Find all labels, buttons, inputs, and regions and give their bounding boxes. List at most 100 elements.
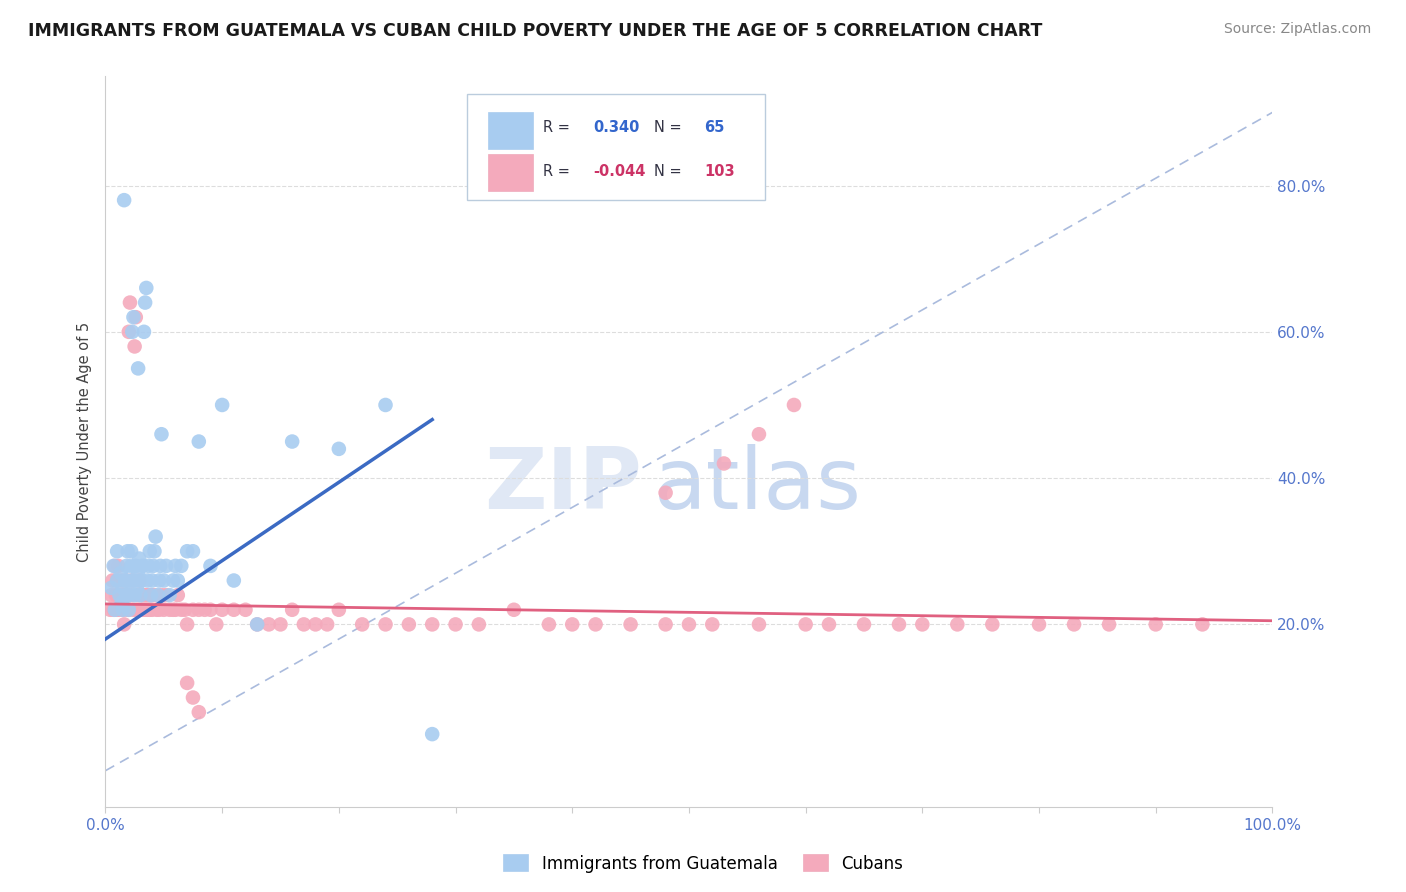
Text: 0.340: 0.340 xyxy=(593,120,640,136)
Point xyxy=(117,603,139,617)
Point xyxy=(654,617,676,632)
FancyBboxPatch shape xyxy=(467,95,765,200)
Text: N =: N = xyxy=(654,120,686,136)
Point xyxy=(502,603,524,617)
Point xyxy=(132,558,155,573)
Point xyxy=(205,617,228,632)
Point xyxy=(148,603,170,617)
Point xyxy=(316,617,339,632)
Point xyxy=(194,603,217,617)
Point xyxy=(166,574,188,588)
Text: 103: 103 xyxy=(704,164,735,179)
Point xyxy=(981,617,1004,632)
Point xyxy=(887,617,910,632)
Point xyxy=(420,617,443,632)
Point xyxy=(122,310,145,325)
Text: 65: 65 xyxy=(704,120,724,136)
Point xyxy=(136,603,159,617)
Point xyxy=(246,617,269,632)
Text: R =: R = xyxy=(543,120,575,136)
Point xyxy=(127,566,149,581)
Text: ZIP: ZIP xyxy=(485,444,643,527)
Point xyxy=(118,588,141,602)
Point xyxy=(105,574,128,588)
Point xyxy=(281,603,304,617)
Point xyxy=(818,617,841,632)
Point xyxy=(103,558,125,573)
Point xyxy=(211,603,233,617)
Point xyxy=(114,588,136,602)
Point xyxy=(176,676,198,690)
Point xyxy=(713,457,735,471)
Point xyxy=(165,603,187,617)
Point xyxy=(146,603,169,617)
Point xyxy=(111,574,134,588)
Point xyxy=(124,588,146,602)
Point xyxy=(107,558,129,573)
Point xyxy=(110,566,132,581)
Text: IMMIGRANTS FROM GUATEMALA VS CUBAN CHILD POVERTY UNDER THE AGE OF 5 CORRELATION : IMMIGRANTS FROM GUATEMALA VS CUBAN CHILD… xyxy=(28,22,1042,40)
Point xyxy=(149,558,172,573)
Point xyxy=(162,603,184,617)
Point xyxy=(155,588,177,602)
Text: N =: N = xyxy=(654,164,686,179)
Point xyxy=(111,581,134,595)
Point xyxy=(115,574,138,588)
Point xyxy=(150,588,173,602)
Point xyxy=(159,588,181,602)
Point xyxy=(103,603,125,617)
Point xyxy=(108,588,131,602)
Point xyxy=(702,617,724,632)
Point xyxy=(187,705,209,719)
Point xyxy=(139,588,162,602)
Point xyxy=(187,603,209,617)
Point xyxy=(1144,617,1167,632)
Point xyxy=(129,588,152,602)
Point xyxy=(111,588,134,602)
Point xyxy=(105,603,128,617)
Point xyxy=(170,558,193,573)
Point xyxy=(143,588,166,602)
Legend: Immigrants from Guatemala, Cubans: Immigrants from Guatemala, Cubans xyxy=(496,847,910,880)
Point xyxy=(162,574,184,588)
Point xyxy=(121,325,143,339)
Point xyxy=(246,617,269,632)
Point xyxy=(141,574,163,588)
Point xyxy=(135,281,157,295)
Point xyxy=(1028,617,1050,632)
Text: atlas: atlas xyxy=(654,444,862,527)
Point xyxy=(153,574,174,588)
Point xyxy=(111,603,134,617)
Point xyxy=(143,544,166,558)
Point xyxy=(561,617,583,632)
Point xyxy=(128,574,150,588)
Point xyxy=(374,617,396,632)
Point xyxy=(328,603,350,617)
Point xyxy=(118,325,141,339)
Point xyxy=(148,574,170,588)
Point xyxy=(131,574,153,588)
Point xyxy=(304,617,326,632)
Point xyxy=(398,617,420,632)
Point xyxy=(585,617,607,632)
Point xyxy=(911,617,934,632)
Point xyxy=(111,603,134,617)
Point xyxy=(117,544,139,558)
Point xyxy=(852,617,875,632)
Y-axis label: Child Poverty Under the Age of 5: Child Poverty Under the Age of 5 xyxy=(77,321,93,562)
Point xyxy=(112,193,135,207)
Point xyxy=(118,603,141,617)
Point xyxy=(181,690,204,705)
Point xyxy=(420,727,443,741)
Point xyxy=(141,603,163,617)
Point xyxy=(257,617,280,632)
Point xyxy=(170,603,193,617)
Point xyxy=(211,398,233,412)
Point xyxy=(150,427,173,442)
Point xyxy=(222,603,245,617)
Point xyxy=(748,617,770,632)
Point xyxy=(1191,617,1213,632)
Point xyxy=(139,603,162,617)
Text: -0.044: -0.044 xyxy=(593,164,645,179)
Point xyxy=(131,588,153,602)
